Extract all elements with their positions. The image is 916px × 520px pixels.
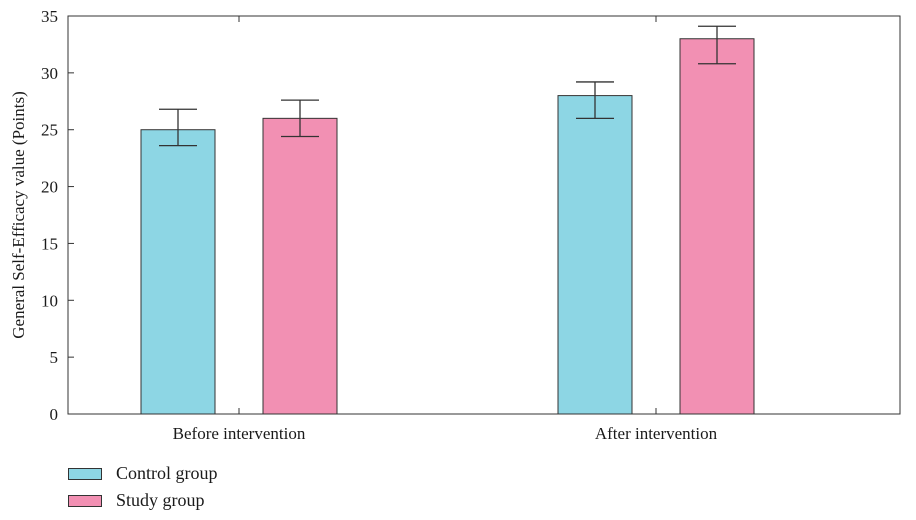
bar-study	[679, 38, 755, 415]
legend-item-control: Control group	[68, 460, 218, 487]
y-axis-title: General Self-Efficacy value (Points)	[9, 91, 28, 339]
legend-item-study: Study group	[68, 487, 218, 514]
plot-frame	[67, 15, 901, 415]
legend: Control group Study group	[68, 460, 218, 514]
y-tick-label: 30	[41, 64, 58, 83]
y-tick-label: 10	[41, 291, 58, 310]
legend-swatch-control	[68, 467, 102, 480]
x-tick-label: Before intervention	[173, 424, 306, 443]
y-tick-label: 15	[41, 234, 58, 253]
y-tick-label: 20	[41, 178, 58, 197]
plot-area: 0 5 10 15 20 25 30 35 Before intervention After i…	[41, 7, 901, 443]
y-tick-label: 25	[41, 121, 58, 140]
y-tick-label: 0	[50, 405, 59, 424]
bar-control	[140, 129, 216, 415]
legend-label-study: Study group	[116, 490, 205, 510]
bar-study	[262, 117, 338, 415]
bar-chart: 0 5 10 15 20 25 30 35 Before intervention After i…	[9, 7, 901, 443]
y-tick-label: 35	[41, 7, 58, 26]
legend-label-control: Control group	[116, 463, 218, 483]
legend-swatch-study	[68, 494, 102, 507]
x-tick-label: After intervention	[595, 424, 718, 443]
bar-control	[557, 95, 633, 415]
y-tick-label: 5	[50, 348, 59, 367]
